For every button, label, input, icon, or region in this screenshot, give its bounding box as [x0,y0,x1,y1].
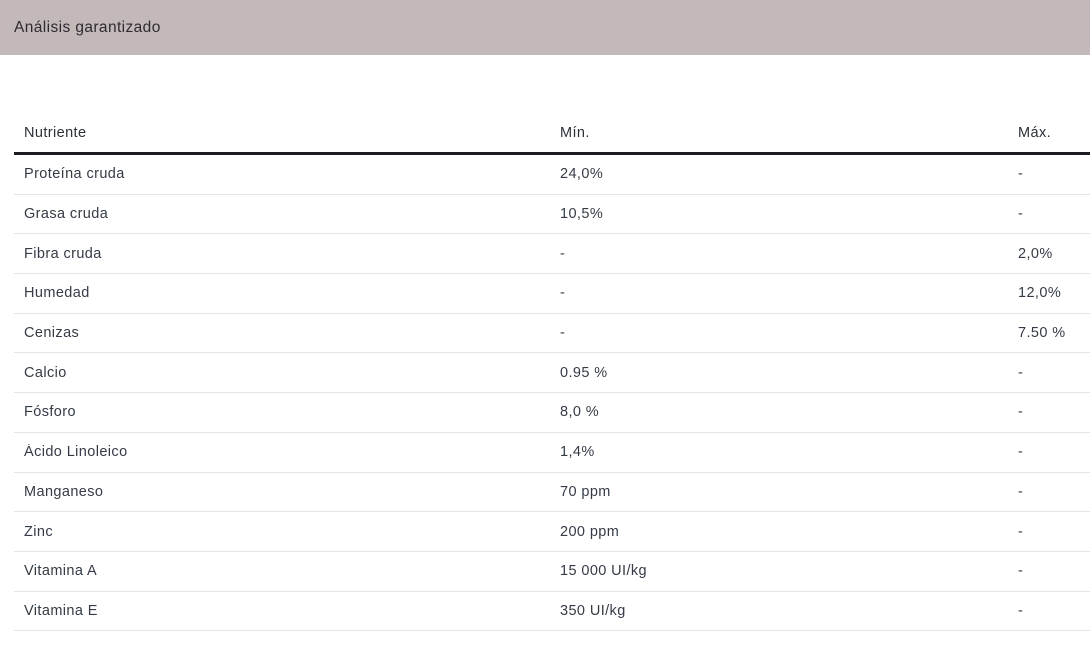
nutrient-max-value: 7.50 % [1018,325,1066,342]
nutrient-name: Zinc [24,523,53,540]
table-row: Ácido Linoleico 1,4% - [14,433,1090,473]
nutrient-min-value: 1,4% [560,444,595,461]
nutrient-name: Manganeso [24,483,104,500]
nutrient-max-value: - [1018,404,1024,421]
nutrient-min-value: - [560,325,566,342]
nutrient-name: Grasa cruda [24,206,109,223]
nutrient-min-value: 8,0 % [560,404,600,421]
table-row: Cenizas - 7.50 % [14,314,1090,354]
nutrient-max-value: - [1018,206,1024,223]
nutrient-max-value: 12,0% [1018,285,1062,302]
nutrient-min-value: 350 UI/kg [560,602,626,619]
nutrient-max-value: - [1018,563,1024,580]
table-header-row: Nutriente Mín. Máx. [14,125,1090,155]
nutrient-min-value: 10,5% [560,206,604,223]
nutrient-max-value: 2,0% [1018,245,1053,262]
nutrient-name: Calcio [24,364,67,381]
nutrient-max-value: - [1018,364,1024,381]
nutrient-max-value: - [1018,444,1024,461]
nutrient-min-value: 0.95 % [560,364,608,381]
column-header-nutrient: Nutriente [24,125,87,141]
section-title: Análisis garantizado [14,18,161,36]
guaranteed-analysis-table: Nutriente Mín. Máx. Proteína cruda 24,0%… [14,125,1090,632]
table-row: Zinc 200 ppm - [14,512,1090,552]
nutrient-name: Vitamina E [24,602,98,619]
nutrient-name: Vitamina A [24,563,98,580]
table-row: Fibra cruda - 2,0% [14,234,1090,275]
nutrient-max-value: - [1018,602,1024,619]
nutrient-min-value: 200 ppm [560,523,620,540]
nutrient-min-value: 15 000 UI/kg [560,563,648,580]
column-header-max: Máx. [1018,125,1052,141]
nutrient-name: Proteína cruda [24,166,125,183]
nutrient-min-value: 24,0% [560,166,604,183]
table-row: Vitamina E 350 UI/kg - [14,592,1090,632]
column-header-min: Mín. [560,125,590,141]
nutrient-max-value: - [1018,166,1024,183]
nutrient-min-value: 70 ppm [560,483,611,500]
nutrient-min-value: - [560,245,566,262]
table-row: Fósforo 8,0 % - [14,393,1090,433]
table-row: Calcio 0.95 % - [14,353,1090,394]
nutrient-name: Humedad [24,285,90,302]
table-row: Manganeso 70 ppm - [14,473,1090,513]
nutrient-name: Fibra cruda [24,245,102,262]
nutrient-max-value: - [1018,523,1024,540]
table-row: Proteína cruda 24,0% - [14,155,1090,195]
section-header-bar: Análisis garantizado [0,0,1090,55]
table-body: Proteína cruda 24,0% - Grasa cruda 10,5%… [14,155,1090,632]
table-row: Vitamina A 15 000 UI/kg - [14,552,1090,592]
nutrient-max-value: - [1018,483,1024,500]
nutrient-min-value: - [560,285,566,302]
nutrient-name: Ácido Linoleico [24,444,128,461]
table-row: Humedad - 12,0% [14,274,1090,314]
nutrient-name: Cenizas [24,325,80,342]
table-row: Grasa cruda 10,5% - [14,195,1090,235]
nutrient-name: Fósforo [24,404,76,421]
